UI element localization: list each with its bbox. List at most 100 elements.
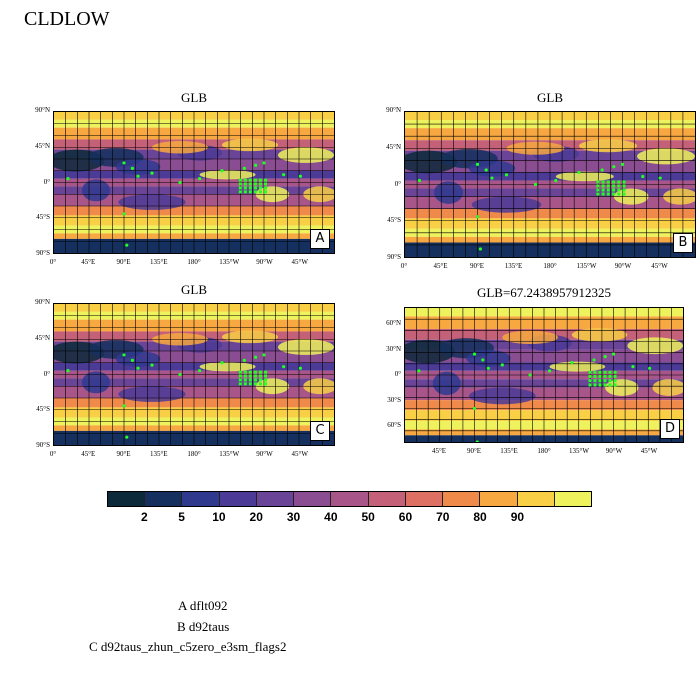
station-cluster-marker (622, 184, 626, 188)
cloud-field (405, 308, 683, 442)
colorbar-label: 40 (324, 510, 338, 524)
station-marker (603, 354, 607, 359)
colorbar-swatch (182, 492, 220, 506)
station-cluster-marker (608, 375, 612, 378)
x-tick-label: 135°E (149, 450, 168, 458)
station-marker (198, 368, 202, 373)
station-cluster-marker (593, 383, 597, 387)
station-cluster-marker (603, 379, 607, 383)
colorbar-label: 60 (398, 510, 413, 524)
y-tick-label: 90°S (36, 441, 50, 449)
panel-letter: B (673, 233, 693, 253)
x-tick-label: 180° (537, 447, 551, 455)
colorbar-swatch (145, 492, 183, 506)
colorbar-label: 70 (436, 510, 450, 524)
x-tick-label: 180° (187, 450, 201, 458)
y-tick-label: 0° (394, 370, 401, 378)
station-marker (220, 169, 224, 173)
y-tick-label: 90°N (35, 106, 50, 114)
y-tick-label: 45°N (386, 142, 401, 151)
station-cluster-marker (264, 186, 267, 190)
x-tick-label: 45°E (81, 258, 96, 266)
field-blob (555, 171, 614, 182)
station-cluster-marker (248, 178, 252, 182)
y-tick-label: 0° (43, 177, 50, 186)
panel-letter: D (660, 419, 680, 439)
station-cluster-marker (617, 180, 621, 184)
cloud-field (54, 304, 334, 445)
colorbar-swatch (294, 492, 332, 506)
y-tick-label: 90°S (387, 253, 401, 261)
legend-line-a: A dflt092 (178, 598, 228, 613)
station-marker (486, 366, 490, 370)
station-marker (417, 178, 422, 183)
cloud-field (405, 112, 695, 257)
station-marker (417, 369, 421, 373)
station-marker (490, 176, 494, 180)
station-cluster-marker (596, 180, 600, 184)
station-cluster-marker (593, 375, 597, 378)
y-tick-label: 30°N (386, 344, 401, 353)
legend-line-b: B d92taus (177, 619, 230, 634)
station-marker (484, 168, 488, 172)
x-tick-label: 135°W (576, 262, 597, 270)
x-tick-label: 90°W (256, 258, 273, 266)
station-cluster-marker (238, 378, 242, 382)
station-cluster-marker (258, 190, 262, 194)
station-cluster-marker (248, 378, 252, 382)
station-cluster-marker (598, 370, 602, 374)
station-cluster-marker (248, 374, 252, 378)
station-marker (220, 361, 224, 365)
colorbar-label: 80 (473, 510, 487, 524)
y-tick-label: 90°N (386, 106, 401, 114)
panel-title: GLB (181, 90, 207, 105)
station-cluster-marker (613, 379, 617, 383)
station-cluster-marker (238, 370, 242, 374)
station-cluster-marker (258, 186, 262, 190)
station-cluster-marker (248, 190, 252, 194)
station-marker (282, 365, 286, 369)
station-cluster-marker (603, 370, 607, 374)
station-cluster-marker (622, 180, 626, 184)
station-cluster-marker (264, 370, 267, 374)
y-tick-label: 45°N (35, 333, 50, 342)
station-marker (136, 174, 140, 178)
y-tick-label: 45°S (36, 213, 50, 222)
station-cluster-marker (596, 184, 600, 188)
station-marker (178, 372, 182, 377)
station-marker (66, 368, 70, 373)
station-marker (198, 176, 202, 181)
station-cluster-marker (601, 184, 605, 188)
station-marker (658, 176, 662, 180)
station-marker (475, 162, 480, 166)
station-cluster-marker (248, 370, 252, 374)
station-marker (547, 369, 552, 373)
station-marker (504, 173, 509, 177)
field-blob (222, 138, 278, 152)
station-marker (125, 243, 129, 247)
station-marker (472, 352, 477, 356)
station-marker (620, 162, 625, 166)
station-marker (554, 178, 558, 183)
station-cluster-marker (264, 382, 267, 386)
station-cluster-marker (264, 182, 267, 186)
x-tick-label: 0° (49, 258, 57, 266)
station-cluster-marker (617, 192, 621, 196)
field-blob (637, 148, 695, 165)
panel-title: GLB (181, 282, 207, 297)
station-cluster-marker (593, 370, 597, 374)
x-tick-label: 90°E (116, 258, 131, 266)
station-cluster-marker (264, 178, 267, 182)
station-cluster-marker (253, 182, 257, 186)
x-tick-label: 135°E (149, 258, 168, 266)
station-cluster-marker (617, 184, 621, 188)
x-tick-label: 90°E (116, 450, 131, 458)
map-plot (404, 307, 684, 443)
station-marker (475, 215, 480, 219)
station-cluster-marker (258, 378, 262, 382)
x-tick-label: 90°E (469, 262, 485, 270)
colorbar-label: 90 (510, 510, 525, 524)
y-tick-label: 45°N (35, 141, 50, 150)
y-tick-label: 45°S (36, 405, 50, 414)
station-marker (254, 163, 258, 167)
